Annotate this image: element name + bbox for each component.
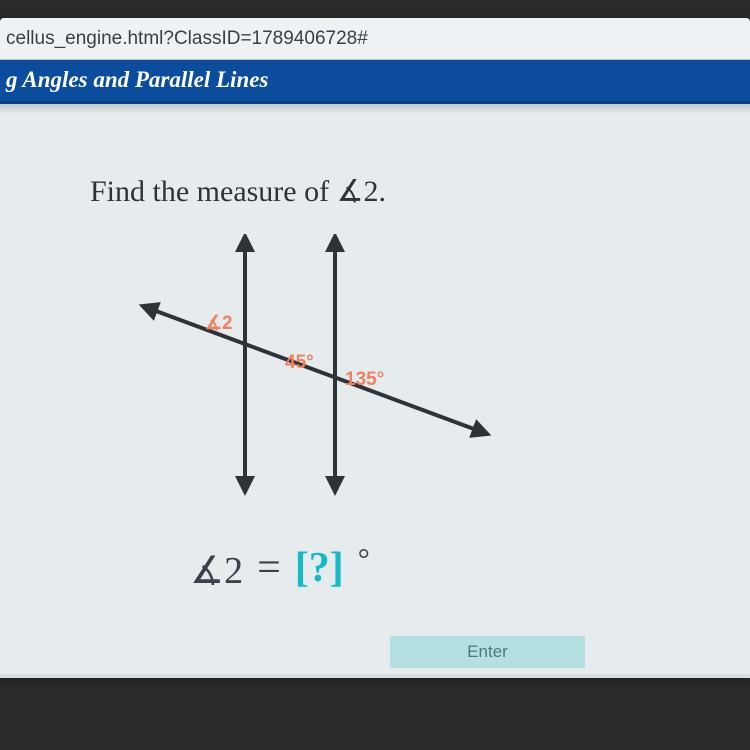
equation-equals: = [257, 544, 281, 592]
angle-45-label: 45° [285, 352, 314, 374]
header-shadow [0, 104, 750, 114]
transversal-line [148, 308, 482, 432]
angle-2-label: ∡2 [205, 312, 233, 335]
address-bar[interactable]: cellus_engine.html?ClassID=1789406728# [0, 18, 750, 60]
diagram-svg [130, 234, 550, 504]
lesson-title: g Angles and Parallel Lines [6, 67, 268, 92]
screen: cellus_engine.html?ClassID=1789406728# g… [0, 18, 750, 678]
equation-lhs: ∡2 [190, 548, 243, 593]
content-area: Find the measure of ∡2. ∡2 45° 135° ∡2 =… [0, 114, 750, 674]
enter-button[interactable]: Enter [390, 636, 585, 668]
answer-input-box[interactable]: [?] [295, 544, 344, 592]
problem-prompt: Find the measure of ∡2. [90, 174, 750, 209]
angle-135-label: 135° [345, 369, 384, 391]
url-text: cellus_engine.html?ClassID=1789406728# [6, 28, 368, 50]
degree-symbol: ° [358, 543, 370, 577]
angle-diagram: ∡2 45° 135° [130, 234, 550, 504]
lesson-header: g Angles and Parallel Lines [0, 60, 750, 104]
answer-equation: ∡2 = [?] ° [190, 544, 370, 592]
